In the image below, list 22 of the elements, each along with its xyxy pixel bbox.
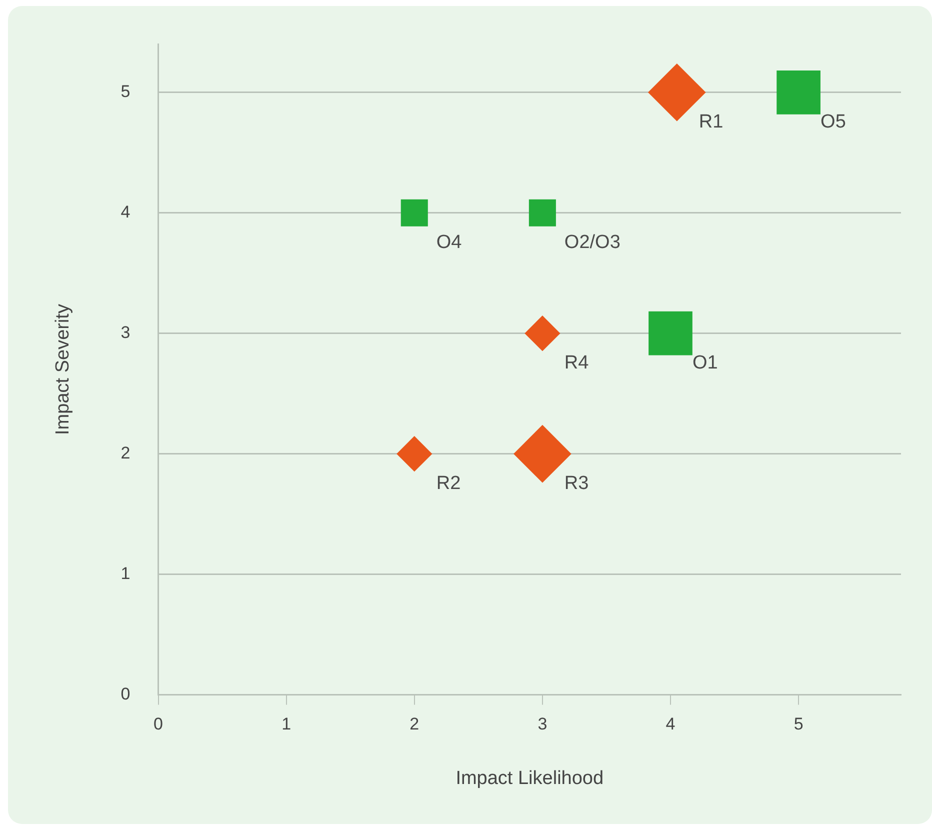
y-tick-label: 1 [120,564,130,584]
x-axis-title: Impact Likelihood [456,768,604,789]
x-tick-label: 4 [666,714,676,734]
y-tick-label: 2 [120,444,130,463]
y-tick-label: 0 [120,684,130,704]
x-tick-label: 0 [154,714,163,734]
y-tick-label: 4 [120,202,130,222]
annotation: R3 [564,473,589,494]
annotation: O5 [820,112,846,133]
x-tick-label: 5 [794,714,804,734]
annotation: R1 [698,112,724,133]
annotation: R2 [436,473,461,494]
x-tick-label: 1 [282,714,292,734]
y-axis-title: Impact Severity [52,304,74,435]
annotation: O1 [692,352,718,374]
annotation: O2/O3 [564,232,620,254]
x-tick-label: 2 [410,714,420,734]
x-tick-label: 3 [538,714,548,734]
y-tick-label: 3 [120,323,130,342]
annotation: O4 [436,232,462,254]
y-tick-label: 5 [120,82,130,102]
annotation: R4 [564,352,590,374]
